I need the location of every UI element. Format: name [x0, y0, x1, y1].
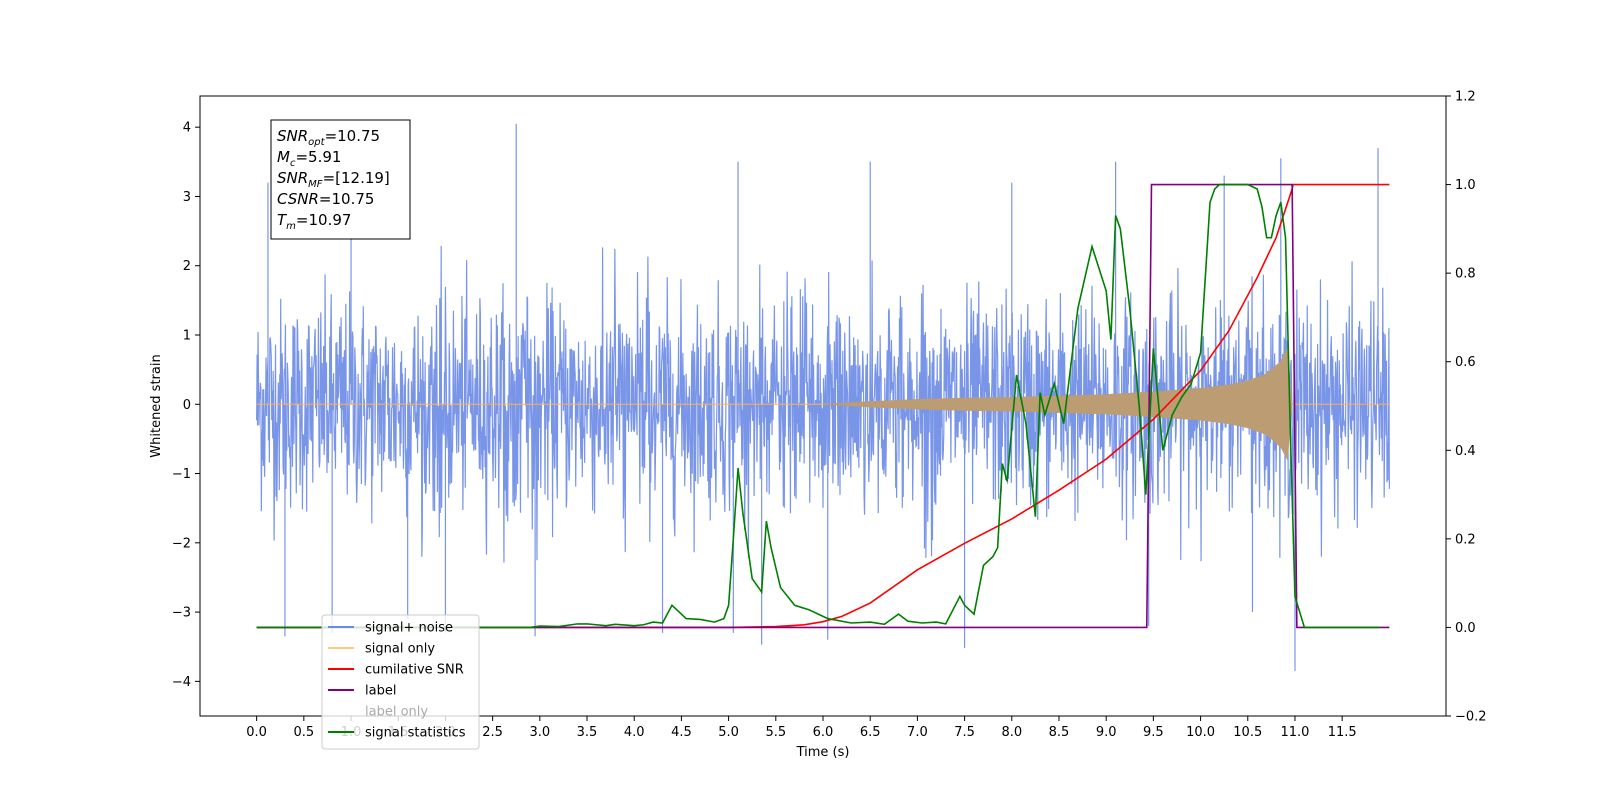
annotation-line: CSNR=10.75	[277, 190, 374, 208]
y-axis-right: −0.2 0.0 0.2 0.4 0.6 0.8 1.0 1.2	[1446, 90, 1487, 725]
y-tick-label: 3	[183, 190, 191, 205]
annotation-line: SNRopt=10.75	[277, 127, 380, 148]
y2-tick-label: 0.6	[1455, 355, 1476, 370]
x-tick-label: 10.0	[1186, 725, 1215, 740]
x-tick-label: 5.0	[718, 725, 739, 740]
x-tick-label: 7.5	[954, 725, 975, 740]
x-tick-label: 11.5	[1328, 725, 1357, 740]
y-tick-label: −1	[172, 467, 191, 482]
annotation-line: SNRMF=[12.19]	[277, 169, 390, 190]
y-tick-label: −4	[172, 675, 191, 690]
legend-label: label	[365, 684, 396, 699]
y-tick-label: 4	[183, 121, 191, 136]
x-tick-label: 5.5	[765, 725, 786, 740]
annotation-frame	[270, 119, 411, 240]
legend-label: label only	[365, 705, 428, 720]
y2-tick-label: 0.8	[1455, 267, 1476, 282]
y2-tick-label: −0.2	[1455, 710, 1487, 725]
annotation-line: Mc=5.91	[277, 148, 341, 169]
x-tick-label: 0.5	[293, 725, 314, 740]
x-tick-label: 10.5	[1233, 725, 1262, 740]
y2-tick-label: 1.2	[1455, 90, 1476, 105]
y-axis-label: Whitened strain	[149, 354, 164, 457]
x-tick-label: 6.0	[813, 725, 834, 740]
x-tick-label: 9.5	[1143, 725, 1164, 740]
x-tick-label: 11.0	[1280, 725, 1309, 740]
y2-tick-label: 1.0	[1455, 178, 1476, 193]
x-tick-label: 8.0	[1001, 725, 1022, 740]
series-signal-only	[822, 347, 1293, 461]
x-tick-label: 3.0	[529, 725, 550, 740]
series-signal-statistics	[256, 183, 1380, 629]
legend-frame	[321, 614, 480, 750]
annotation-line: Tm=10.97	[277, 211, 351, 232]
x-tick-label: 9.0	[1096, 725, 1117, 740]
y2-tick-label: 0.4	[1455, 444, 1476, 459]
y-tick-label: −3	[172, 606, 191, 621]
annotation-box: SNRopt=10.75Mc=5.91SNRMF=[12.19]CSNR=10.…	[270, 119, 411, 240]
legend-label: cumilative SNR	[365, 663, 464, 678]
y2-tick-label: 0.2	[1455, 532, 1476, 547]
x-tick-label: 2.5	[482, 725, 503, 740]
x-axis-label: Time (s)	[796, 745, 850, 760]
x-tick-label: 4.0	[624, 725, 645, 740]
x-tick-label: 3.5	[577, 725, 598, 740]
y2-tick-label: 0.0	[1455, 621, 1476, 636]
legend-label: signal+ noise	[365, 621, 453, 636]
legend-label: signal only	[365, 642, 435, 657]
legend-label: signal statistics	[365, 726, 466, 741]
x-tick-label: 4.5	[671, 725, 692, 740]
x-tick-label: 7.0	[907, 725, 928, 740]
x-tick-label: 8.5	[1049, 725, 1070, 740]
y-tick-label: 1	[183, 328, 191, 343]
y-tick-label: 0	[183, 398, 191, 413]
x-tick-label: 0.0	[246, 725, 267, 740]
y-tick-label: 2	[183, 259, 191, 274]
y-tick-label: −2	[172, 536, 191, 551]
x-tick-label: 6.5	[860, 725, 881, 740]
plot-series	[256, 123, 1390, 671]
y-axis-left: −4 −3 −2 −1 0 1 2 3 4	[172, 121, 200, 690]
legend: signal+ noise signal only cumilative SNR la…	[321, 614, 480, 750]
